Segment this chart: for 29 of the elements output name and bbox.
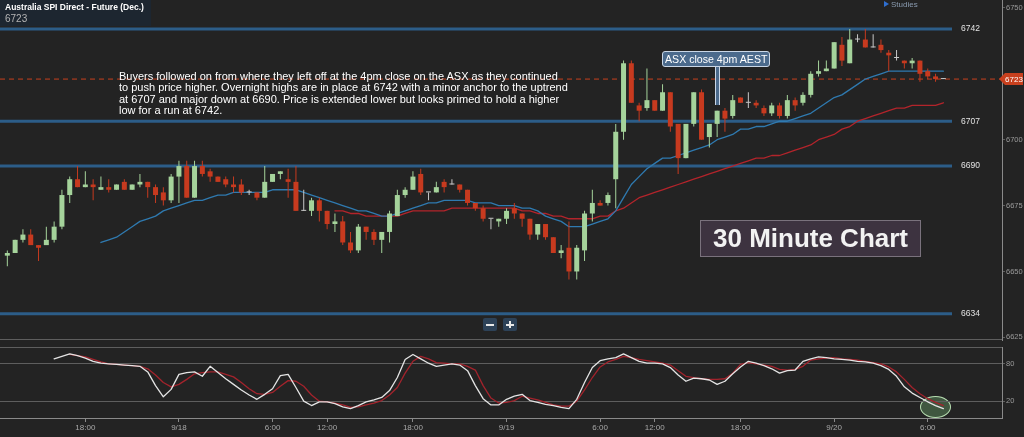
candlestick <box>745 92 751 109</box>
x-tick-label: 18:00 <box>402 423 424 432</box>
ref-line-label: 6723 <box>1005 74 1024 84</box>
candlestick <box>870 34 876 48</box>
x-tick-label: 18:00 <box>75 423 96 432</box>
x-tick-label: 6:00 <box>919 423 937 432</box>
candlestick <box>488 217 494 230</box>
ref-line-label: 6742 <box>961 23 981 34</box>
ref-line-label: 6690 <box>961 160 981 171</box>
x-tick-label: 9/20 <box>826 423 843 432</box>
chart-title: Australia SPI Direct - Future (Dec.) <box>5 2 144 13</box>
candlestick <box>426 191 432 201</box>
annotation: 30 Minute Chart <box>700 220 921 257</box>
x-tick-label: 12:00 <box>644 423 666 432</box>
candlestick <box>894 50 900 61</box>
x-tick-label: 9/19 <box>498 423 515 432</box>
x-tick-label: 18:00 <box>730 423 752 432</box>
candlestick <box>285 168 291 198</box>
x-tick-label: 12:00 <box>317 423 338 432</box>
annotation: ASX close 4pm AEST <box>662 51 771 67</box>
ref-line-label: 6634 <box>961 307 981 318</box>
x-tick-label: 9/18 <box>171 423 188 432</box>
candlestick <box>301 189 307 211</box>
ref-line-label: 6707 <box>961 115 981 126</box>
annotation: Studies <box>891 0 918 9</box>
x-tick-label: 6:00 <box>264 423 281 432</box>
text: 6723 <box>5 13 29 24</box>
annotation: Buyers followed on from where they left off at the 4pm close on the ASX as they continued to push price higher. Overnight highs are in place at 6742 with a minor anchor to the uptrend at 6707 and major down at 6690. Price is extended lower but looks primed to hold a higher low for a run at 6742. <box>119 70 568 117</box>
x-tick-label: 6:00 <box>592 423 609 432</box>
